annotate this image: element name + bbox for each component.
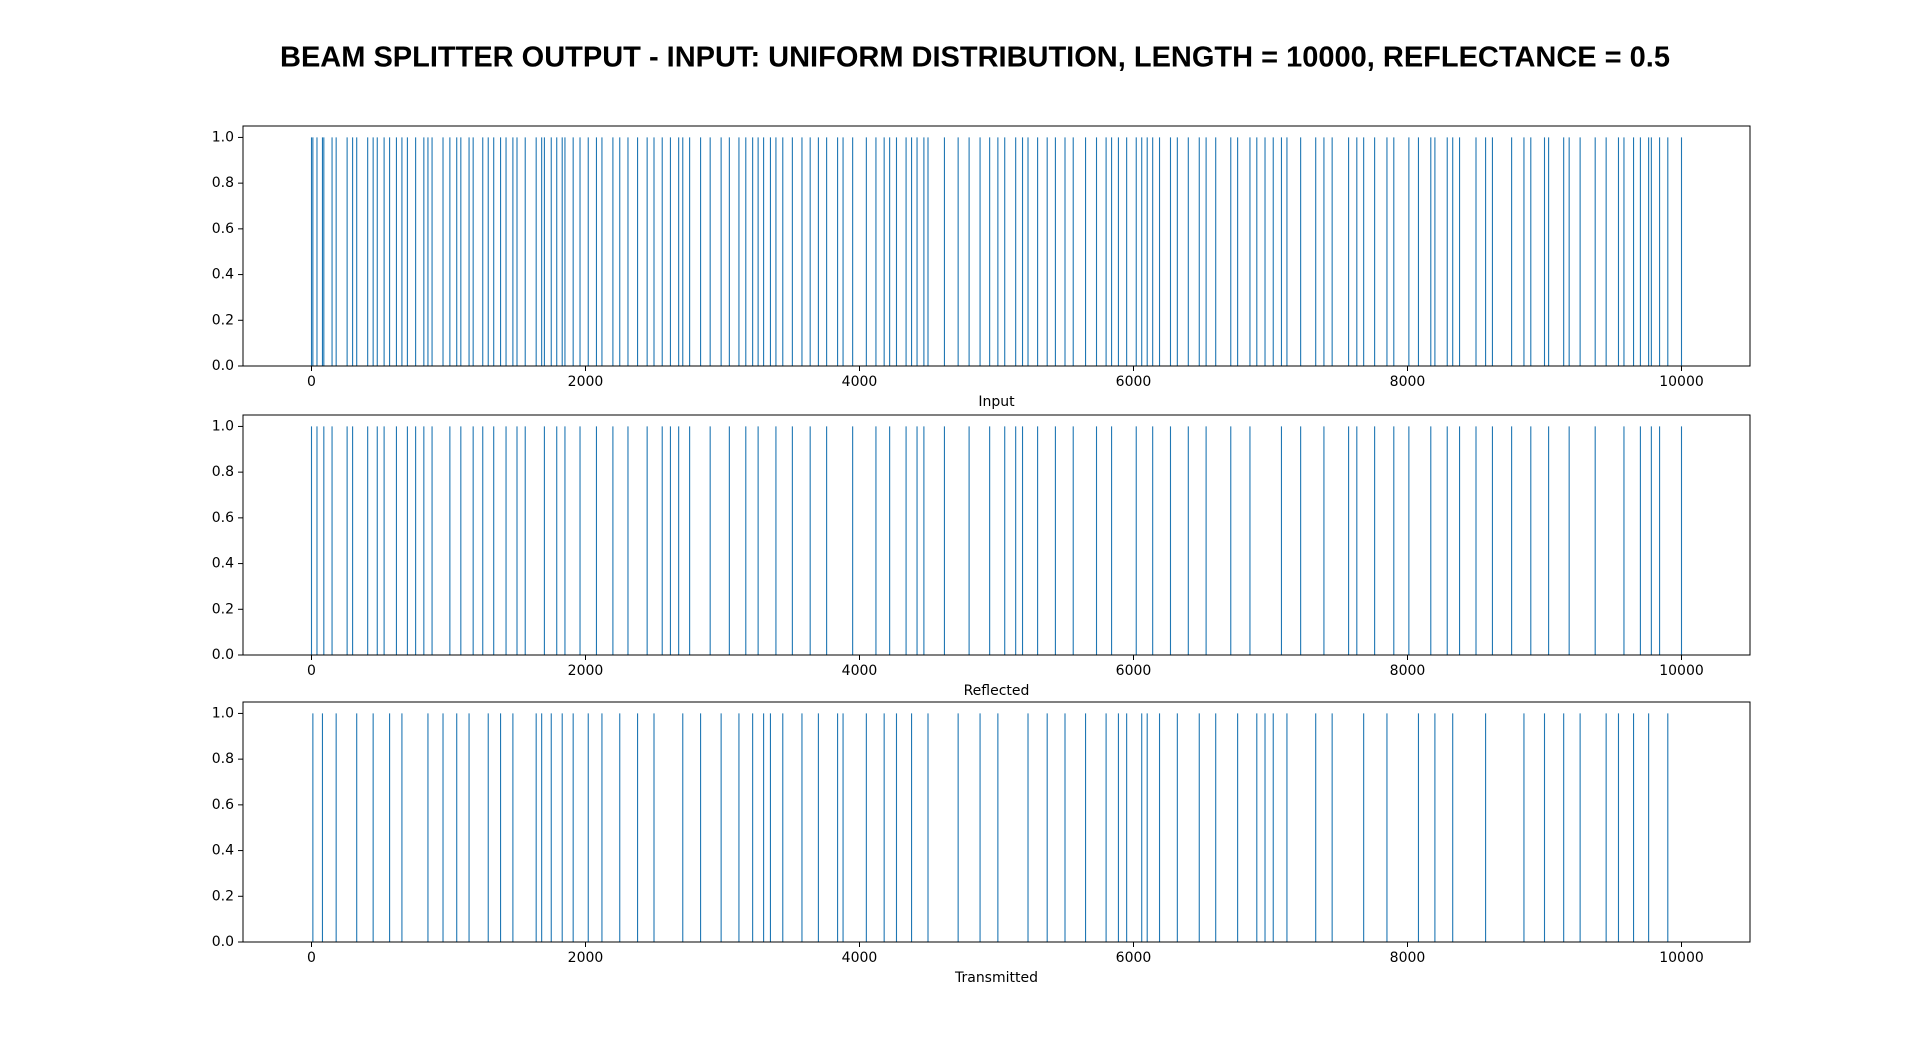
y-tick-label: 0.6 (212, 510, 234, 526)
x-tick-label: 4000 (842, 663, 878, 679)
y-tick-label: 0.0 (212, 647, 234, 663)
figure-title: BEAM SPLITTER OUTPUT - INPUT: UNIFORM DI… (280, 42, 1670, 74)
y-tick-label: 0.4 (212, 843, 234, 859)
y-tick-label: 0.2 (212, 601, 234, 617)
y-tick-label: 0.0 (212, 358, 234, 374)
y-tick-label: 0.4 (212, 267, 234, 283)
y-tick-label: 0.6 (212, 797, 234, 813)
x-axis-label: Reflected (964, 683, 1030, 699)
x-tick-label: 2000 (568, 950, 604, 966)
x-tick-label: 8000 (1390, 374, 1426, 390)
y-tick-label: 0.2 (212, 888, 234, 904)
x-tick-label: 2000 (568, 663, 604, 679)
x-tick-label: 6000 (1116, 663, 1152, 679)
axes-frame (242, 701, 1751, 943)
axes-frame (242, 125, 1751, 367)
x-tick-label: 0 (307, 950, 316, 966)
y-tick-label: 1.0 (212, 129, 234, 145)
y-tick-label: 0.8 (212, 751, 234, 767)
x-tick-label: 6000 (1116, 950, 1152, 966)
x-tick-label: 10000 (1659, 374, 1704, 390)
y-tick-label: 1.0 (212, 705, 234, 721)
x-tick-label: 8000 (1390, 663, 1426, 679)
y-tick-label: 1.0 (212, 418, 234, 434)
x-tick-label: 10000 (1659, 950, 1704, 966)
y-tick-label: 0.4 (212, 556, 234, 572)
x-tick-label: 0 (307, 663, 316, 679)
x-axis-label: Transmitted (954, 970, 1038, 986)
x-tick-label: 8000 (1390, 950, 1426, 966)
x-tick-label: 4000 (842, 950, 878, 966)
y-tick-label: 0.6 (212, 221, 234, 237)
axes-frame (242, 414, 1751, 656)
y-tick-label: 0.8 (212, 175, 234, 191)
y-tick-label: 0.8 (212, 464, 234, 480)
x-tick-label: 10000 (1659, 663, 1704, 679)
y-tick-label: 0.2 (212, 312, 234, 328)
x-tick-label: 0 (307, 374, 316, 390)
x-tick-label: 2000 (568, 374, 604, 390)
y-tick-label: 0.0 (212, 934, 234, 950)
x-tick-label: 4000 (842, 374, 878, 390)
x-axis-label: Input (978, 394, 1015, 410)
x-tick-label: 6000 (1116, 374, 1152, 390)
